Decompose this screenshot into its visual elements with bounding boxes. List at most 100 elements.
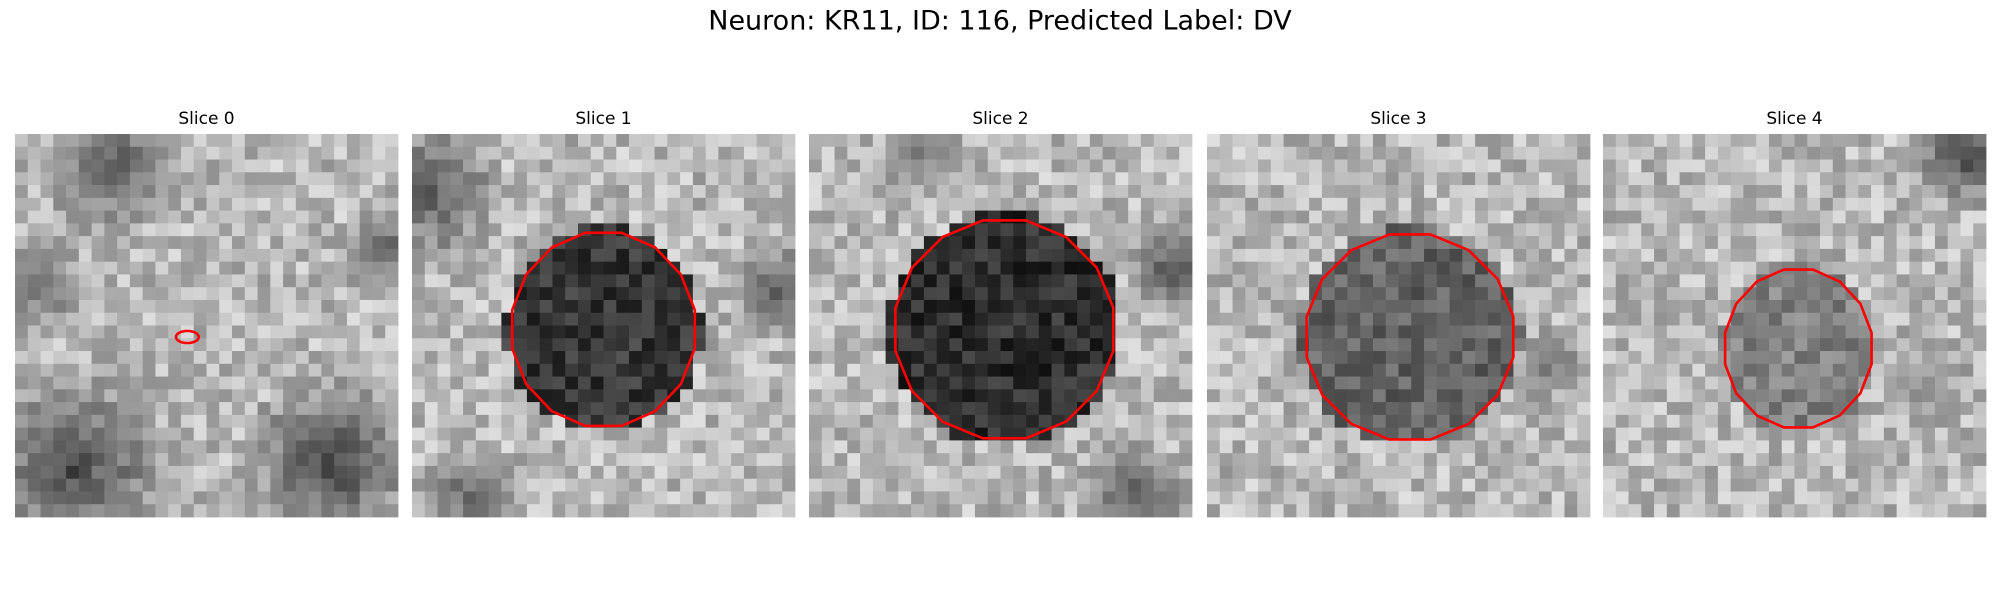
pixel [1960,491,1974,505]
pixel [1960,134,1974,148]
pixel [603,363,617,377]
pixel [117,236,131,250]
pixel [565,440,579,454]
pixel [898,299,912,314]
pixel [437,478,451,492]
pixel [270,504,284,518]
pixel [1245,287,1259,301]
pixel [718,338,732,352]
pixel [334,287,348,301]
pixel [1462,261,1476,275]
pixel [1794,351,1808,365]
pixel [1768,504,1783,518]
pixel [424,274,438,288]
pixel [654,325,668,339]
pixel [1487,210,1502,224]
pixel [872,312,886,326]
pixel [962,159,976,173]
pixel [821,325,835,339]
pixel [911,223,925,237]
pixel [1832,478,1846,492]
pixel [1641,414,1655,429]
pixel [53,351,67,365]
pixel [1207,402,1221,416]
pixel [385,197,399,211]
pixel [1922,402,1936,416]
pixel [475,376,489,390]
pixel [1475,223,1489,237]
pixel [1245,351,1259,365]
pixel [1692,453,1706,467]
pixel [193,185,207,199]
pixel [1717,287,1732,301]
pixel [1258,197,1272,211]
pixel [641,159,655,173]
pixel [206,453,220,467]
pixel [1245,338,1259,352]
pixel [654,185,668,199]
pixel [1628,274,1642,288]
pixel [872,185,886,199]
pixel [1411,325,1425,339]
pixel [1513,172,1527,186]
pixel [1207,389,1221,403]
pixel [1845,223,1859,237]
pixel [1794,504,1808,518]
pixel [1960,389,1974,403]
pixel [91,223,105,237]
pixel [1973,351,1987,365]
pixel [1654,402,1668,416]
pixel [1398,325,1412,339]
pixel [1768,338,1783,352]
pixel [1947,261,1961,275]
pixel [1526,338,1540,352]
pixel [1449,504,1463,518]
pixel [1000,248,1014,263]
pixel [1883,159,1898,173]
pixel [1462,172,1476,186]
pixel [782,312,796,326]
pixel [359,172,373,186]
pixel [91,465,105,480]
pixel [321,299,335,314]
pixel [385,248,399,263]
pixel [1654,172,1668,186]
pixel [911,185,925,199]
pixel [1475,504,1489,518]
pixel [1973,248,1987,263]
pixel [847,491,861,505]
pixel [129,185,144,199]
pixel [743,248,758,263]
pixel [1743,376,1757,390]
pixel [565,261,579,275]
pixel [872,453,886,467]
pixel [1641,236,1655,250]
pixel [155,376,169,390]
pixel [27,197,41,211]
pixel [372,465,386,480]
pixel [1051,185,1065,199]
pixel [1679,172,1693,186]
pixel [1628,478,1642,492]
pixel [1102,236,1116,250]
pixel [1564,197,1578,211]
pixel [1679,223,1693,237]
pixel [949,197,963,211]
pixel [1372,440,1387,454]
pixel [1000,274,1014,288]
pixel [1013,504,1027,518]
pixel [1679,248,1693,263]
pixel [1922,504,1936,518]
pixel [1807,287,1821,301]
pixel [641,197,655,211]
pixel [1922,134,1936,148]
pixel [1398,376,1412,390]
pixel [1207,197,1221,211]
pixel [1526,197,1540,211]
pixel [809,427,823,441]
pixel [1487,325,1502,339]
pixel [1449,351,1463,365]
pixel [1102,453,1116,467]
pixel [40,338,54,352]
pixel [1717,210,1732,224]
